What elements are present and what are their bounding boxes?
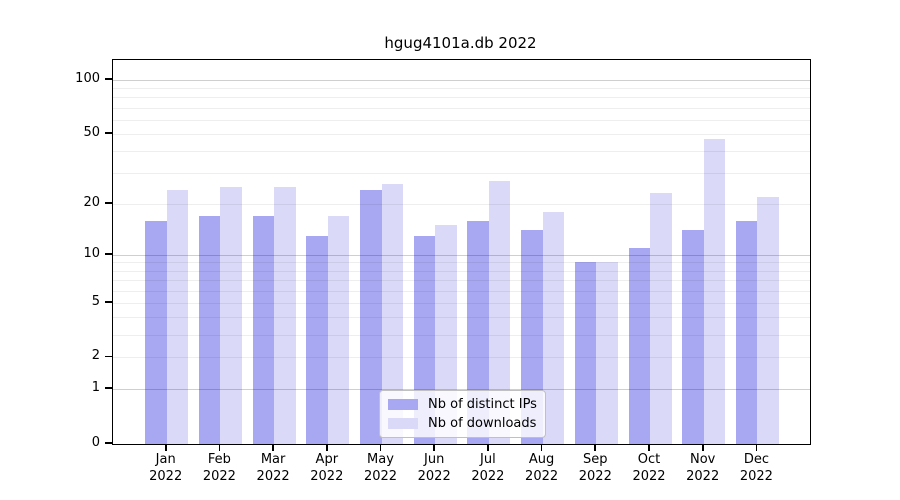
- bar-ips-may: [360, 190, 382, 444]
- gridline-40: [113, 151, 810, 153]
- x-tick-mark-jun: [433, 444, 436, 451]
- y-tick-label-20: 20: [83, 194, 100, 210]
- legend-label-downloads: Nb of downloads: [428, 416, 537, 431]
- y-tick-label-50: 50: [83, 124, 100, 140]
- bar-ips-jul: [467, 220, 489, 444]
- bar-downloads-apr: [327, 216, 350, 444]
- y-tick-label-100: 100: [75, 71, 100, 86]
- x-tick-label-may: May 2022: [363, 452, 398, 484]
- gridline-30: [113, 173, 810, 175]
- bar-downloads-nov: [703, 138, 726, 444]
- y-tick-mark-0: [105, 442, 112, 444]
- x-tick-label-feb: Feb 2022: [202, 452, 236, 484]
- x-tick-label-sep: Sep 2022: [578, 452, 612, 484]
- x-tick-mark-dec: [755, 444, 758, 451]
- x-tick-mark-sep: [594, 444, 597, 451]
- gridline-20: [113, 203, 810, 205]
- gridline-8: [113, 270, 810, 272]
- gridline-2: [113, 357, 810, 359]
- legend-swatch-ips-icon: [388, 399, 418, 410]
- legend-item-downloads: Nb of downloads: [388, 416, 537, 431]
- gridline-6: [113, 290, 810, 292]
- y-tick-label-1: 1: [91, 380, 100, 396]
- x-tick-mark-feb: [218, 444, 221, 451]
- x-tick-mark-mar: [272, 444, 274, 451]
- gridline-major-1: [113, 389, 810, 391]
- bar-ips-feb: [198, 216, 221, 444]
- y-tick-label-0: 0: [91, 435, 100, 450]
- bar-downloads-sep: [596, 262, 618, 444]
- chart-title: hgug4101a.db 2022: [384, 34, 537, 52]
- legend-item-distinct-ips: Nb of distinct IPs: [388, 397, 537, 412]
- bar-downloads-jul: [488, 181, 511, 444]
- bar-ips-apr: [306, 235, 328, 444]
- plot-area: Nb of distinct IPs Nb of downloads: [112, 59, 811, 445]
- x-tick-label-jun: Jun 2022: [417, 452, 451, 484]
- legend-label-distinct-ips: Nb of distinct IPs: [428, 397, 537, 412]
- gridline-major-100: [113, 80, 810, 81]
- y-tick-mark-10: [105, 253, 112, 255]
- x-tick-mark-jul: [487, 444, 489, 451]
- bar-downloads-may: [381, 184, 403, 444]
- bar-downloads-jan: [166, 190, 189, 444]
- bar-ips-nov: [682, 230, 704, 444]
- x-tick-mark-nov: [701, 444, 704, 451]
- bar-ips-sep: [574, 262, 597, 444]
- gridline-70: [113, 107, 810, 109]
- bar-ips-mar: [252, 216, 275, 444]
- y-tick-mark-50: [105, 132, 112, 134]
- y-tick-label-5: 5: [91, 293, 100, 309]
- gridline-90: [113, 88, 810, 90]
- bar-ips-oct: [628, 248, 650, 444]
- y-tick-label-10: 10: [83, 245, 100, 261]
- legend: Nb of distinct IPs Nb of downloads: [379, 390, 546, 438]
- gridline-4: [113, 317, 810, 319]
- x-tick-label-nov: Nov 2022: [686, 452, 720, 484]
- x-tick-label-jul: Jul 2022: [471, 452, 505, 484]
- y-tick-mark-2: [105, 355, 112, 358]
- y-tick-label-2: 2: [91, 348, 100, 364]
- gridline-major-10: [113, 254, 810, 256]
- bar-downloads-jun: [435, 225, 457, 444]
- x-tick-mark-aug: [540, 444, 543, 451]
- y-tick-mark-20: [105, 202, 112, 204]
- y-tick-mark-100: [105, 78, 112, 80]
- x-tick-mark-jan: [164, 444, 167, 451]
- x-tick-mark-oct: [648, 444, 650, 451]
- y-tick-mark-5: [105, 300, 112, 303]
- x-tick-mark-may: [379, 444, 382, 451]
- gridline-5: [113, 302, 810, 304]
- gridline-3: [113, 334, 810, 336]
- x-tick-label-aug: Aug 2022: [525, 452, 559, 484]
- gridline-60: [113, 119, 810, 121]
- x-tick-label-mar: Mar 2022: [256, 452, 290, 484]
- x-tick-label-oct: Oct 2022: [632, 452, 666, 484]
- bar-downloads-dec: [757, 196, 779, 444]
- gridline-7: [113, 280, 810, 281]
- gridline-50: [113, 133, 810, 135]
- gridline-9: [113, 262, 810, 264]
- bar-downloads-feb: [220, 187, 242, 444]
- x-tick-label-jan: Jan 2022: [149, 452, 183, 484]
- x-tick-label-apr: Apr 2022: [310, 452, 344, 484]
- bar-downloads-oct: [650, 193, 672, 444]
- gridline-80: [113, 97, 810, 99]
- x-tick-label-dec: Dec 2022: [739, 452, 773, 484]
- bar-downloads-aug: [542, 211, 565, 444]
- legend-swatch-downloads-icon: [388, 418, 418, 429]
- y-tick-mark-1: [105, 387, 112, 390]
- bar-downloads-mar: [274, 187, 296, 444]
- bar-ips-jan: [145, 220, 167, 444]
- x-tick-mark-apr: [325, 444, 328, 451]
- bar-ips-dec: [735, 220, 758, 444]
